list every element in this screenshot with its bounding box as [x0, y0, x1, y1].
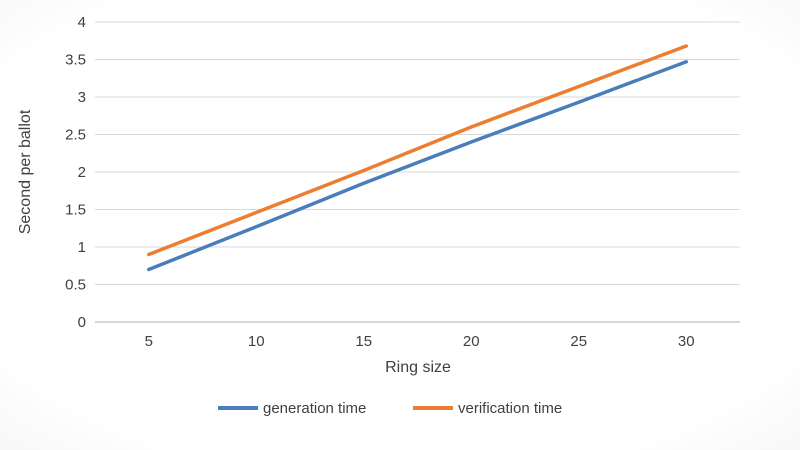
- y-tick-label: 1.5: [65, 202, 86, 219]
- y-tick-label: 0: [78, 314, 86, 331]
- legend-label-verification-time: verification time: [458, 400, 562, 417]
- x-tick-label: 20: [463, 333, 480, 350]
- y-tick-label: 4: [78, 14, 86, 31]
- legend: generation time verification time: [218, 400, 562, 417]
- x-axis-title: Ring size: [385, 359, 451, 376]
- series-layer: [147, 44, 688, 272]
- y-tick-label: 2.5: [65, 127, 86, 144]
- tick-label-layer: 0 0.5 1 1.5 2 2.5 3 3.5 4 5 10 15 20 25 30: [65, 14, 694, 350]
- y-tick-label: 3.5: [65, 52, 86, 69]
- x-tick-label: 30: [678, 333, 695, 350]
- y-tick-label: 1: [78, 239, 86, 256]
- gridline-layer: [95, 21, 740, 323]
- x-tick-label: 10: [248, 333, 265, 350]
- series-line-generation-time: [147, 60, 688, 272]
- x-tick-label: 25: [570, 333, 587, 350]
- series-line-verification-time: [147, 44, 688, 257]
- y-tick-label: 2: [78, 164, 86, 181]
- x-tick-label: 15: [355, 333, 372, 350]
- legend-label-generation-time: generation time: [263, 400, 366, 417]
- y-tick-label: 3: [78, 89, 86, 106]
- x-tick-label: 5: [145, 333, 153, 350]
- y-tick-label: 0.5: [65, 277, 86, 294]
- y-axis-title: Second per ballot: [17, 109, 34, 234]
